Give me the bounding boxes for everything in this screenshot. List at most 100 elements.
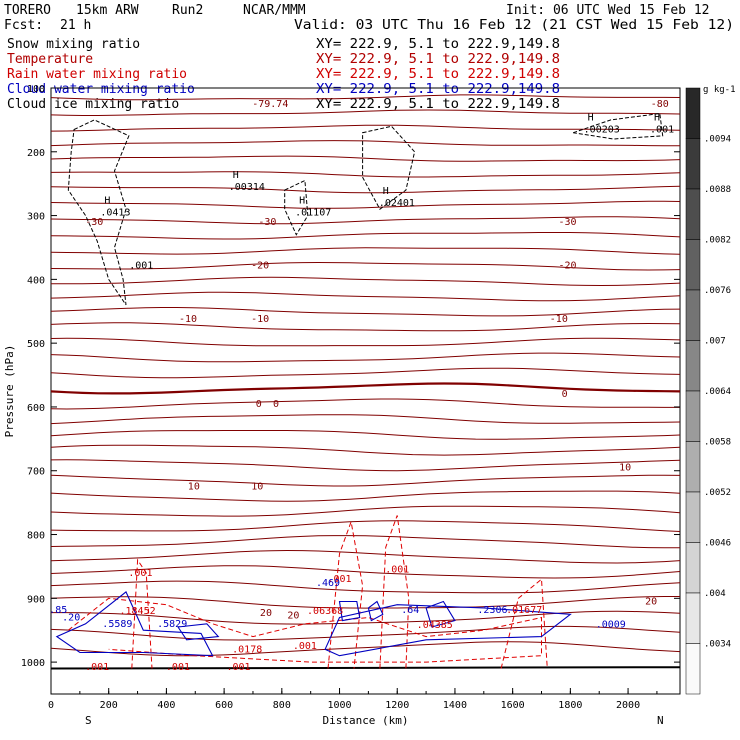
temperature-label: 20	[287, 611, 299, 622]
surface-line	[50, 666, 681, 670]
cloud-water-label: .5829	[157, 619, 187, 630]
isotherm-line	[51, 276, 681, 287]
isotherm-line	[50, 580, 681, 594]
isotherm-line	[50, 398, 680, 410]
colorbar-segment	[685, 643, 701, 695]
temperature-label: 20	[260, 608, 272, 619]
colorbar-segment	[685, 441, 701, 493]
x-tick-label: 1200	[385, 700, 409, 711]
cloud-ice-max-marker: H	[299, 195, 305, 206]
colorbar-label: .007	[704, 337, 726, 347]
cloud-ice-contour	[573, 112, 664, 140]
cloud-ice-contours	[67, 112, 664, 306]
temperature-label: 10	[619, 463, 631, 474]
isotherm-line	[50, 247, 681, 255]
temperature-label: -79.74	[252, 99, 288, 110]
field-xy: XY= 222.9, 5.1 to 222.9,149.8	[316, 67, 560, 82]
rain-water-label: .001	[85, 662, 109, 673]
field-name: Cloud water mixing ratio	[7, 82, 195, 97]
cloud-water-label: .85	[49, 605, 67, 616]
isotherm-line	[50, 140, 680, 147]
cloud-water-label: .20	[62, 612, 80, 623]
rain-water-contour	[131, 558, 153, 669]
isotherm-line	[50, 535, 681, 549]
fields-legend: Snow mixing ratio XY= 222.9, 5.1 to 222.9…	[7, 37, 560, 112]
isotherm-line	[50, 367, 681, 379]
rain-water-label: .001	[327, 574, 351, 585]
cloud-ice-max-value: .00203	[584, 124, 620, 135]
x-tick-label: 1800	[558, 700, 582, 711]
isotherm-line	[50, 444, 681, 456]
y-tick-label: 1000	[21, 658, 45, 669]
cloud-ice-max-marker: H	[588, 112, 594, 123]
isotherm-line	[50, 109, 681, 116]
isotherm-line	[50, 185, 681, 194]
colorbar-label: .0088	[704, 185, 731, 195]
cloud-ice-max-marker: H	[383, 186, 389, 197]
colorbar-segment	[685, 390, 701, 442]
temperature-label: -80	[651, 99, 669, 110]
x-axis-right-end-label: N	[657, 714, 664, 727]
y-tick-label: 600	[27, 403, 45, 414]
colorbar-label: .0058	[704, 438, 731, 448]
field-xy: XY= 222.9, 5.1 to 222.9,149.8	[316, 82, 560, 97]
colorbar-segment	[685, 289, 701, 341]
isotherm-line	[50, 171, 681, 178]
temperature-label: -10	[550, 314, 568, 325]
header-fcst-label: Fcst:	[4, 18, 43, 33]
colorbar-segment	[685, 138, 701, 190]
x-tick-label: 400	[157, 700, 175, 711]
cloud-ice-contour	[67, 119, 130, 306]
isotherm-line	[50, 474, 681, 487]
colorbar-segment	[685, 340, 701, 392]
isotherm-line	[50, 459, 681, 472]
rain-water-label: .001	[385, 565, 409, 576]
colorbar-segment	[685, 239, 701, 291]
isotherm-line	[50, 430, 681, 440]
isotherm-line	[50, 352, 681, 363]
y-axis-label: Pressure (hPa)	[3, 345, 16, 438]
rain-water-label: .18452	[119, 606, 155, 617]
colorbar-label: .0094	[704, 135, 731, 145]
x-tick-label: 0	[48, 700, 54, 711]
x-tick-label: 600	[215, 700, 233, 711]
x-tick-label: 200	[100, 700, 118, 711]
temperature-label: 20	[645, 597, 657, 608]
header-fcst-value: 21 h	[60, 18, 91, 33]
y-tick-label: 900	[27, 594, 45, 605]
rain-water-label: .04385	[417, 620, 453, 631]
y-tick-label: 100	[27, 84, 45, 95]
x-axis-left-end-label: S	[85, 714, 92, 727]
temperature-contours	[50, 94, 681, 670]
rain-water-label: .06368	[307, 606, 343, 617]
colorbar-label: .0052	[704, 488, 731, 498]
cloud-ice-max-value: .001	[650, 124, 674, 135]
cloud-ice-max-value: .02401	[379, 198, 415, 209]
isotherm-line	[50, 291, 681, 302]
isotherm-line	[50, 596, 680, 609]
cloud-water-contour	[425, 600, 456, 628]
y-tick-label: 700	[27, 467, 45, 478]
y-tick-label: 400	[27, 275, 45, 286]
header-run: Run2	[172, 3, 203, 18]
y-tick-label: 200	[27, 148, 45, 159]
isotherm-line	[50, 505, 681, 517]
isotherm-line	[51, 610, 681, 625]
cloud-water-label: .5589	[102, 619, 132, 630]
cloud-water-label: .2306	[477, 605, 507, 616]
temperature-label: -20	[251, 260, 269, 271]
x-tick-label: 800	[273, 700, 291, 711]
cloud-water-contour	[177, 623, 220, 641]
cloud-ice-max-value: .001	[129, 260, 153, 271]
isotherm-line	[50, 490, 681, 502]
colorbar-segment	[685, 491, 701, 543]
temperature-label: -10	[179, 314, 197, 325]
colorbar-label: .0046	[704, 539, 731, 549]
rain-water-label: .001	[293, 641, 317, 652]
temperature-label: -30	[258, 217, 276, 228]
cloud-ice-contour	[362, 125, 416, 210]
y-tick-label: 300	[27, 212, 45, 223]
rain-water-contour	[500, 578, 548, 669]
x-tick-label: 1400	[443, 700, 467, 711]
temperature-label: 0	[273, 399, 279, 410]
